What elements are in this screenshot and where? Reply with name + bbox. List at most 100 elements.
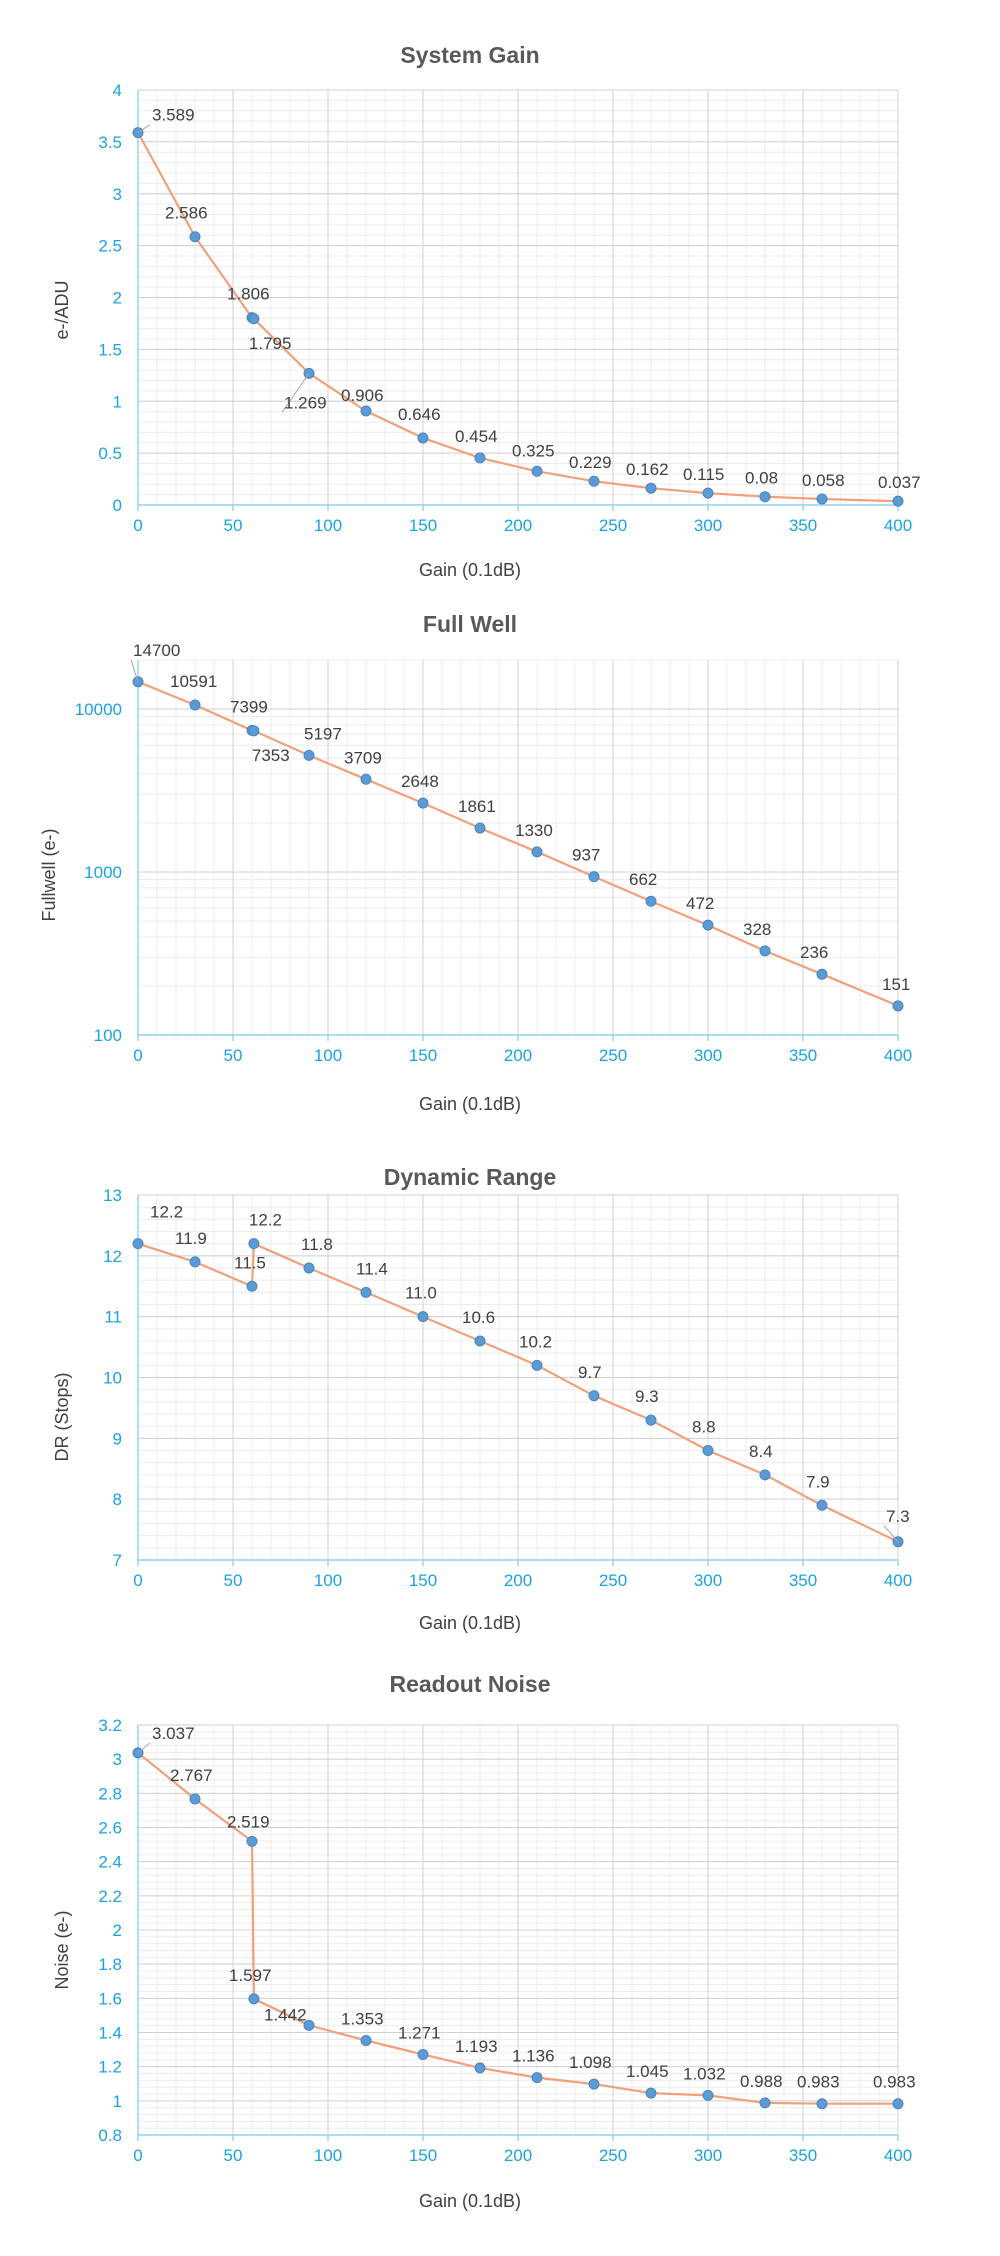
x-tick-label: 100 <box>314 516 342 535</box>
y-tick-label: 0 <box>113 496 122 515</box>
x-tick-label: 0 <box>133 516 142 535</box>
x-axis-label: Gain (0.1dB) <box>419 1613 521 1633</box>
data-point <box>303 2019 315 2031</box>
y-tick-label: 4 <box>113 81 122 100</box>
data-label: 0.646 <box>398 405 441 424</box>
data-label: 2648 <box>401 772 439 791</box>
x-tick-label: 200 <box>504 1046 532 1065</box>
data-label: 0.983 <box>873 2073 916 2092</box>
data-point <box>417 432 429 444</box>
data-label: 8.4 <box>749 1442 773 1461</box>
x-tick-label: 400 <box>884 1046 912 1065</box>
data-label: 8.8 <box>692 1418 716 1437</box>
data-label: 662 <box>629 870 657 889</box>
data-label: 10.2 <box>519 1332 552 1351</box>
y-tick-label: 1.6 <box>98 1989 122 2008</box>
data-label: 1861 <box>458 797 496 816</box>
data-label: 1.098 <box>569 2053 612 2072</box>
y-tick-label: 3 <box>113 185 122 204</box>
y-tick-label: 2.2 <box>98 1887 122 1906</box>
chart-title: System Gain <box>400 42 539 68</box>
x-tick-label: 0 <box>133 2146 142 2165</box>
leader-line <box>137 1742 151 1754</box>
chart-svg: Full Well 0 50 100 150 200 250 300 350 400 100 100… <box>39 611 912 1114</box>
y-tick-label: 2.5 <box>98 237 122 256</box>
data-label: 1.136 <box>512 2047 555 2066</box>
y-tick-label: 9 <box>113 1429 122 1448</box>
data-label: 0.229 <box>569 453 612 472</box>
data-point <box>588 1390 600 1402</box>
y-tick-label: 1.8 <box>98 1955 122 1974</box>
data-point <box>474 822 486 834</box>
x-tick-label: 300 <box>694 2146 722 2165</box>
data-label: 0.325 <box>512 441 555 460</box>
data-point <box>189 1793 201 1805</box>
data-label: 328 <box>743 920 771 939</box>
y-tick-label: 3 <box>113 1750 122 1769</box>
y-tick-label: 2 <box>113 1921 122 1940</box>
data-label: 7353 <box>252 746 290 765</box>
data-point <box>246 1280 258 1292</box>
leader-line <box>130 659 139 682</box>
x-tick-label: 350 <box>789 2146 817 2165</box>
x-tick-label: 100 <box>314 2146 342 2165</box>
data-point <box>189 1256 201 1268</box>
data-point <box>417 797 429 809</box>
x-tick-label: 350 <box>789 1046 817 1065</box>
data-point <box>702 2089 714 2101</box>
y-tick-label: 10000 <box>75 700 122 719</box>
data-label: 937 <box>572 846 600 865</box>
chart-full-well: Full Well 0 50 100 150 200 250 300 350 400 100 100… <box>0 600 1000 1155</box>
x-tick-label: 250 <box>599 2146 627 2165</box>
y-tick-label: 10 <box>103 1369 122 1388</box>
data-point <box>531 465 543 477</box>
data-point <box>702 919 714 931</box>
data-label: 236 <box>800 943 828 962</box>
x-tick-label: 0 <box>133 1571 142 1590</box>
data-label: 11.8 <box>301 1235 333 1254</box>
data-label: 1.045 <box>626 2062 669 2081</box>
data-point <box>759 945 771 957</box>
y-tick-label: 0.8 <box>98 2126 122 2145</box>
x-axis-label: Gain (0.1dB) <box>419 560 521 580</box>
data-label: 0.162 <box>626 460 669 479</box>
y-tick-label: 1.4 <box>98 2024 122 2043</box>
data-point <box>474 452 486 464</box>
data-label: 1.269 <box>284 393 327 412</box>
data-point <box>759 491 771 503</box>
y-axis-label: Noise (e-) <box>52 1910 72 1989</box>
data-label: 2.767 <box>170 1766 213 1785</box>
data-point <box>816 493 828 505</box>
data-label: 3.037 <box>152 1724 195 1743</box>
data-label: 10.6 <box>462 1308 495 1327</box>
x-tick-label: 150 <box>409 1046 437 1065</box>
data-label: 2.519 <box>227 1812 270 1831</box>
x-tick-label: 350 <box>789 516 817 535</box>
plot-area: 0 50 100 150 200 250 300 350 400 100 1000 10000 1470… <box>75 641 912 1065</box>
data-point <box>702 487 714 499</box>
plot-area: 0 50 100 150 200 250 300 350 400 7 8 9 10 11 12 13 12.2 1… <box>103 1186 912 1590</box>
x-tick-label: 400 <box>884 2146 912 2165</box>
data-point <box>892 2098 904 2110</box>
y-tick-label: 0.5 <box>98 444 122 463</box>
data-label: 7.3 <box>886 1507 910 1526</box>
y-tick-label: 1.2 <box>98 2058 122 2077</box>
data-point <box>531 2072 543 2084</box>
chart-dynamic-range: Dynamic Range 0 50 100 150 200 250 300 350 400 7 8… <box>0 1155 1000 1680</box>
data-label: 0.454 <box>455 427 498 446</box>
data-point <box>588 2078 600 2090</box>
x-tick-label: 150 <box>409 516 437 535</box>
y-tick-label: 1000 <box>84 863 122 882</box>
x-tick-label: 50 <box>224 516 243 535</box>
data-point <box>474 2062 486 2074</box>
chart-title: Dynamic Range <box>384 1164 557 1190</box>
x-tick-label: 50 <box>224 1571 243 1590</box>
x-tick-label: 50 <box>224 1046 243 1065</box>
chart-title: Full Well <box>423 611 517 637</box>
x-tick-label: 200 <box>504 1571 532 1590</box>
x-tick-label: 400 <box>884 1571 912 1590</box>
data-label: 3709 <box>344 748 382 767</box>
data-label: 2.586 <box>165 204 208 223</box>
data-label: 7399 <box>230 697 268 716</box>
y-tick-label: 2.4 <box>98 1853 122 1872</box>
